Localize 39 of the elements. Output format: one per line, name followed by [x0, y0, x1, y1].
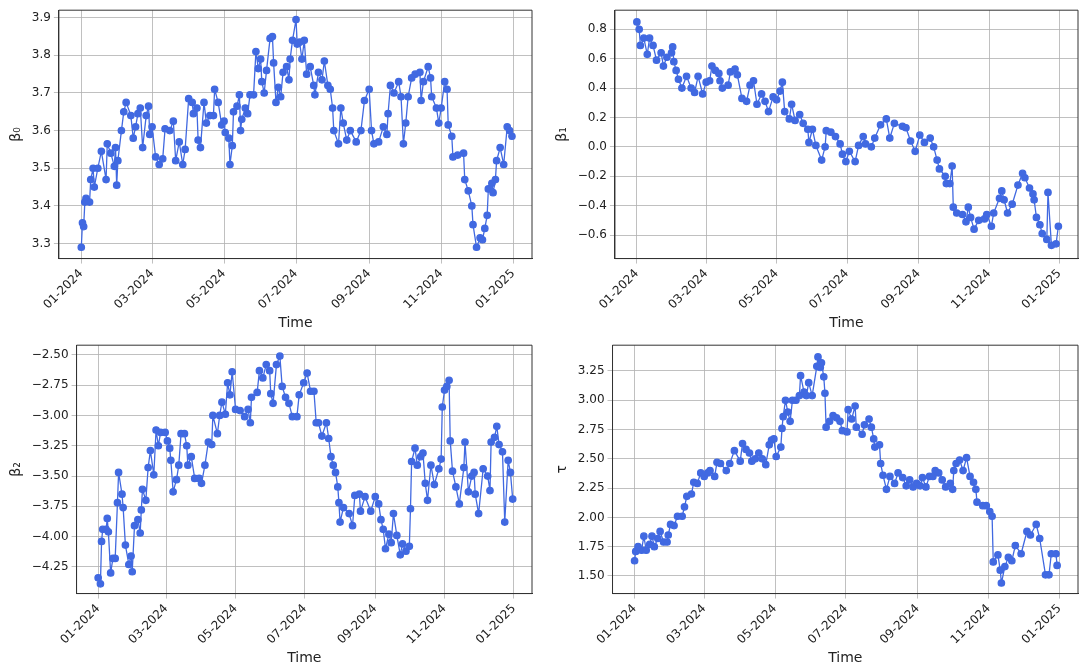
y-tick-label: 1.50 [577, 568, 605, 583]
y-tick-label: 1.75 [577, 538, 605, 553]
x-axis-title: Time [827, 649, 863, 666]
y-tick-label: −4.25 [31, 559, 69, 574]
y-tick-label: 3.00 [577, 392, 605, 407]
y-tick-label: 3.5 [31, 160, 51, 175]
x-axis-title: Time [286, 649, 322, 666]
y-tick-label: 0.8 [587, 21, 607, 36]
y-tick-label: 3.25 [577, 363, 605, 378]
y-tick-label: 0.0 [587, 139, 607, 153]
y-tick-label: 0.6 [587, 50, 607, 65]
y-tick-label: 2.00 [577, 509, 605, 524]
y-tick-label: 0.2 [587, 109, 607, 124]
x-axis-title: Time [277, 314, 313, 331]
y-tick-label: −3.50 [31, 468, 69, 483]
y-tick-label: 2.50 [577, 450, 605, 465]
y-tick-label: −2.75 [31, 377, 69, 392]
y-axis-title: β₁ [553, 127, 570, 142]
y-tick-label: 3.6 [31, 122, 51, 137]
y-axis-title: β₀ [7, 126, 24, 142]
y-tick-label: −3.75 [31, 498, 69, 513]
y-tick-label: −0.6 [577, 227, 607, 242]
y-tick-label: 3.4 [31, 198, 51, 213]
y-tick-label: −0.2 [577, 168, 607, 183]
y-tick-label: −0.4 [577, 197, 607, 212]
y-axis-title: τ [553, 465, 570, 474]
y-tick-label: −3.25 [31, 437, 69, 452]
y-tick-label: −2.50 [31, 347, 69, 362]
y-tick-label: 2.75 [577, 421, 605, 436]
y-axis-title: β₂ [7, 462, 24, 477]
y-tick-label: 3.7 [31, 85, 51, 100]
y-tick-label: −3.00 [31, 407, 69, 422]
y-tick-label: 3.3 [31, 235, 51, 250]
y-tick-label: 2.25 [577, 480, 605, 495]
x-axis-title: Time [828, 314, 864, 331]
y-tick-label: 0.4 [587, 80, 607, 95]
y-tick-label: −4.00 [31, 528, 69, 543]
y-tick-label: 3.9 [31, 9, 51, 24]
y-tick-label: 3.8 [31, 47, 51, 62]
